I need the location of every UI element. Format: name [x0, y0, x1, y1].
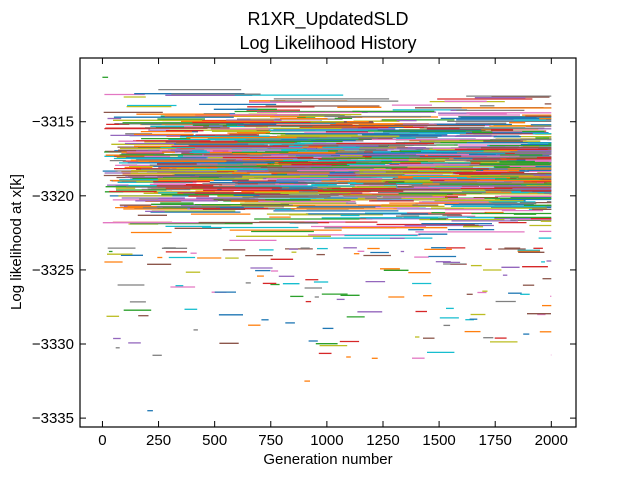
- y-tick-label: −3325: [32, 262, 74, 279]
- axis-ticks: 0 250 500 750 1000 1250 1500 1750 2000 −3315 −3320…: [32, 58, 576, 449]
- x-axis-label: Generation number: [263, 451, 392, 468]
- y-tick-label: −3315: [32, 114, 74, 131]
- x-tick-label: 1250: [366, 432, 399, 449]
- x-tick-label: 500: [202, 432, 227, 449]
- plot-frame: [79, 57, 577, 428]
- y-tick-label: −3335: [32, 410, 74, 427]
- y-axis-label: Log likelihood at x[k]: [8, 174, 25, 310]
- x-tick-label: 1500: [422, 432, 455, 449]
- y-tick-label: −3330: [32, 336, 74, 353]
- x-tick-label: 0: [98, 432, 106, 449]
- trace-lines: [102, 76, 552, 412]
- x-tick-label: 1000: [310, 432, 343, 449]
- x-tick-label: 750: [258, 432, 283, 449]
- x-tick-label: 250: [146, 432, 171, 449]
- chart-subtitle: Log Likelihood History: [239, 33, 416, 53]
- x-tick-label: 1750: [479, 432, 512, 449]
- y-tick-label: −3320: [32, 188, 74, 205]
- x-tick-label: 2000: [535, 432, 568, 449]
- chart-title: R1XR_UpdatedSLD: [247, 9, 408, 30]
